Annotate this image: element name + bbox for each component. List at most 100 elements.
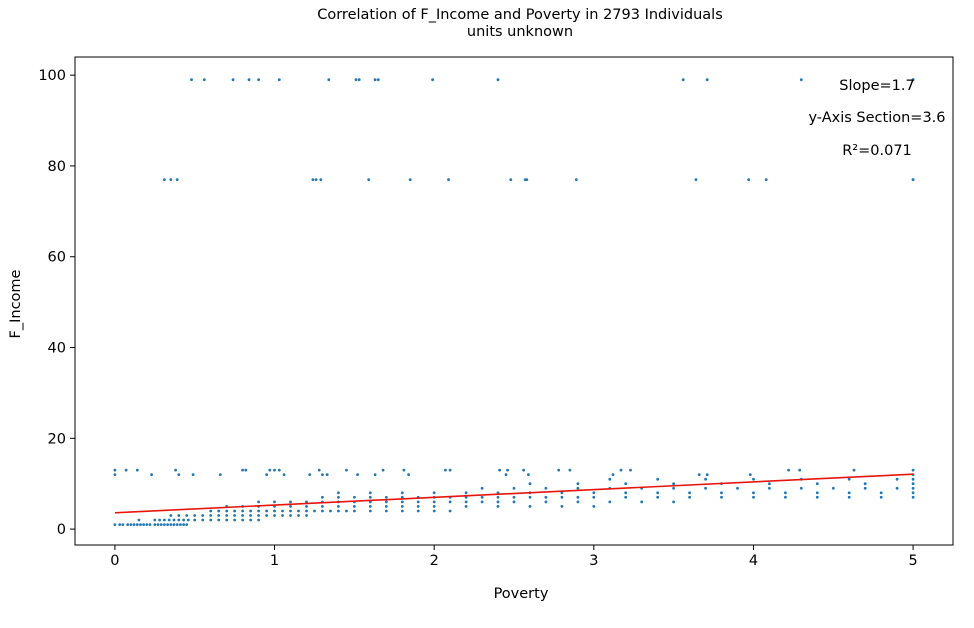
data-point	[345, 509, 348, 513]
data-point	[496, 78, 500, 82]
data-point	[608, 477, 612, 481]
data-point	[831, 486, 835, 490]
data-point	[629, 468, 632, 472]
data-point	[624, 482, 628, 486]
data-point	[688, 495, 691, 499]
data-point	[400, 491, 404, 495]
data-point	[124, 468, 128, 472]
y-tick-label: 80	[48, 159, 66, 175]
data-point	[289, 514, 292, 517]
data-point	[448, 509, 452, 513]
data-point	[311, 178, 315, 182]
data-point	[592, 491, 596, 495]
data-point	[257, 500, 260, 504]
data-point	[444, 468, 447, 472]
data-point	[525, 178, 529, 182]
data-point	[345, 468, 348, 472]
data-point	[672, 500, 675, 504]
data-point	[169, 523, 173, 526]
data-point	[129, 523, 133, 526]
data-point	[257, 518, 260, 522]
data-point	[672, 486, 675, 490]
data-point	[748, 473, 752, 476]
data-point	[190, 78, 193, 82]
data-point	[694, 178, 698, 182]
data-point	[126, 523, 130, 526]
data-point	[202, 78, 206, 82]
data-point	[624, 495, 628, 499]
data-point	[163, 523, 166, 526]
data-point	[784, 491, 787, 495]
data-point	[233, 514, 237, 517]
y-tick-label: 40	[48, 341, 66, 357]
data-point	[175, 523, 179, 526]
data-point	[231, 78, 235, 82]
data-point	[265, 473, 268, 476]
data-point	[432, 505, 436, 508]
data-point	[265, 509, 268, 513]
data-point	[217, 514, 221, 517]
data-point	[407, 473, 410, 476]
data-point	[448, 468, 452, 472]
data-point	[247, 78, 251, 82]
data-point	[432, 500, 436, 504]
data-point	[329, 509, 332, 513]
x-axis-label: Poverty	[494, 586, 549, 602]
data-point	[193, 514, 197, 517]
data-point	[697, 473, 701, 476]
data-point	[217, 518, 221, 522]
data-point	[527, 473, 530, 476]
data-point	[137, 518, 141, 522]
data-point	[619, 468, 623, 472]
data-point	[544, 500, 548, 504]
data-point	[354, 78, 358, 82]
data-point	[289, 505, 292, 508]
data-point	[156, 523, 160, 526]
data-point	[241, 509, 245, 513]
data-point	[656, 495, 660, 499]
data-point	[384, 509, 388, 513]
data-point	[297, 509, 300, 513]
data-point	[784, 495, 787, 499]
data-point	[373, 78, 377, 82]
data-point	[480, 486, 484, 490]
data-point	[273, 468, 276, 472]
y-tick-label: 100	[38, 68, 66, 84]
data-point	[113, 468, 117, 472]
data-point	[182, 523, 186, 526]
data-point	[416, 505, 420, 508]
data-point	[400, 509, 404, 513]
data-point	[273, 514, 276, 517]
data-point	[327, 78, 331, 82]
data-point	[688, 491, 691, 495]
data-point	[911, 477, 915, 481]
data-point	[166, 523, 170, 526]
data-points	[113, 78, 915, 526]
data-point	[305, 514, 308, 517]
data-point	[201, 514, 205, 517]
data-point	[402, 468, 406, 472]
data-point	[384, 505, 388, 508]
data-point	[568, 468, 572, 472]
data-point	[464, 500, 468, 504]
data-point	[158, 518, 162, 522]
data-point	[191, 473, 195, 476]
slope-annotation: Slope=1.7	[839, 78, 914, 94]
data-point	[592, 495, 596, 499]
data-point	[368, 491, 372, 495]
data-point	[277, 468, 281, 472]
data-point	[752, 491, 755, 495]
data-point	[863, 482, 867, 486]
data-point	[720, 491, 723, 495]
data-point	[799, 78, 803, 82]
data-point	[376, 78, 380, 82]
data-point	[787, 468, 790, 472]
data-point	[544, 495, 548, 499]
data-point	[268, 468, 272, 472]
data-point	[135, 468, 139, 472]
data-point	[135, 523, 139, 526]
data-point	[241, 514, 245, 517]
x-tick-label: 5	[908, 553, 917, 569]
data-point	[879, 491, 883, 495]
